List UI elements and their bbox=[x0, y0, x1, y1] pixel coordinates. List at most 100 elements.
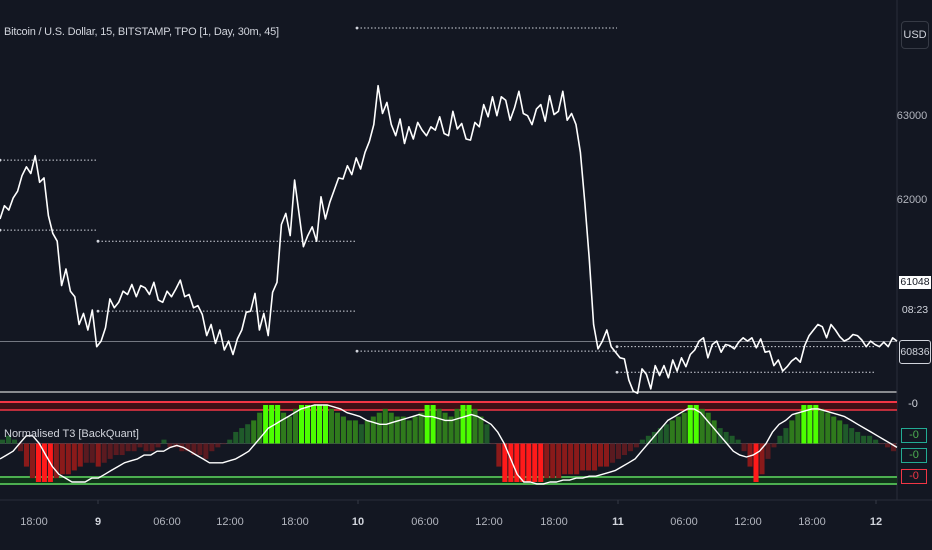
indicator-histogram-bar bbox=[131, 443, 137, 452]
time-tick: 12:00 bbox=[475, 516, 503, 528]
indicator-histogram-bar bbox=[29, 443, 35, 479]
indicator-histogram-bar bbox=[873, 439, 879, 444]
indicator-histogram-bar bbox=[639, 439, 645, 444]
indicator-histogram-bar bbox=[35, 443, 41, 482]
indicator-histogram-bar bbox=[550, 443, 556, 479]
indicator-histogram-bar bbox=[819, 408, 825, 444]
indicator-histogram-bar bbox=[789, 420, 795, 444]
indicator-histogram-bar bbox=[843, 424, 849, 444]
indicator-histogram-bar bbox=[669, 420, 675, 444]
indicator-histogram-bar bbox=[310, 405, 317, 444]
indicator-histogram-bar bbox=[334, 412, 340, 444]
tpo-level-marker bbox=[615, 345, 619, 349]
tpo-level-marker bbox=[615, 370, 619, 374]
symbol-legend: Bitcoin / U.S. Dollar, 15, BITSTAMP, TPO… bbox=[4, 26, 279, 38]
indicator-histogram-bar bbox=[11, 439, 18, 444]
indicator-histogram-bar bbox=[699, 408, 705, 444]
indicator-histogram-bar bbox=[544, 443, 550, 479]
indicator-histogram-bar bbox=[245, 424, 251, 444]
indicator-histogram-bar bbox=[191, 443, 197, 456]
currency-button[interactable]: USD bbox=[901, 21, 929, 49]
indicator-histogram-bar bbox=[472, 408, 478, 444]
indicator-histogram-bar bbox=[460, 405, 466, 444]
indicator-histogram-bar bbox=[101, 443, 107, 463]
indicator-level-label: -0 bbox=[908, 398, 918, 410]
tpo-level-marker bbox=[355, 26, 359, 30]
indicator-histogram-bar bbox=[705, 412, 711, 444]
indicator-histogram-bar bbox=[831, 416, 837, 444]
indicator-histogram-bar bbox=[711, 420, 717, 444]
indicator-histogram-bar bbox=[418, 412, 424, 444]
indicator-histogram-bar bbox=[807, 405, 813, 444]
indicator-histogram-bar bbox=[687, 405, 693, 444]
indicator-histogram-bar bbox=[227, 439, 233, 444]
tpo-level-marker bbox=[96, 239, 100, 243]
indicator-histogram-bar bbox=[119, 443, 125, 456]
indicator-histogram-bar bbox=[316, 405, 323, 444]
indicator-histogram-bar bbox=[53, 443, 59, 479]
indicator-histogram-bar bbox=[735, 439, 741, 444]
indicator-histogram-bar bbox=[5, 435, 12, 444]
price-tick: 63000 bbox=[896, 110, 928, 122]
indicator-histogram-bar bbox=[89, 443, 95, 463]
indicator-histogram-bar bbox=[885, 443, 891, 448]
tpo-level-marker bbox=[0, 228, 2, 232]
indicator-level-label: -0 bbox=[901, 428, 927, 443]
indicator-histogram-bar bbox=[149, 443, 155, 452]
indicator-histogram-bar bbox=[340, 416, 346, 444]
indicator-histogram-bar bbox=[496, 443, 502, 467]
indicator-histogram-bar bbox=[741, 443, 747, 452]
time-tick: 12:00 bbox=[216, 516, 244, 528]
indicator-histogram-bar bbox=[693, 405, 699, 444]
indicator-level-label: -0 bbox=[901, 469, 927, 484]
indicator-histogram-bar bbox=[41, 443, 47, 482]
indicator-histogram-bar bbox=[633, 443, 639, 448]
indicator-histogram-bar bbox=[400, 416, 406, 444]
indicator-histogram-bar bbox=[891, 443, 897, 452]
indicator-histogram-bar bbox=[287, 416, 293, 444]
indicator-histogram-bar bbox=[364, 420, 370, 444]
indicator-histogram-bar bbox=[502, 443, 508, 482]
indicator-histogram-bar bbox=[508, 443, 514, 482]
indicator-histogram-bar bbox=[621, 443, 627, 456]
indicator-histogram-bar bbox=[215, 443, 221, 448]
indicator-t3-line bbox=[0, 404, 898, 485]
indicator-histogram-bar bbox=[430, 405, 436, 444]
indicator-histogram-bar bbox=[603, 443, 610, 467]
indicator-histogram-bar bbox=[376, 412, 382, 444]
indicator-histogram-bar bbox=[855, 431, 861, 444]
indicator-histogram-bar bbox=[436, 408, 442, 444]
indicator-histogram-bar bbox=[281, 412, 287, 444]
time-tick: 18:00 bbox=[540, 516, 568, 528]
indicator-histogram-bar bbox=[825, 412, 831, 444]
indicator-histogram-bar bbox=[538, 443, 544, 482]
indicator-histogram-bar bbox=[849, 428, 855, 444]
tpo-level-marker bbox=[355, 349, 359, 353]
indicator-histogram-bar bbox=[299, 405, 305, 444]
indicator-histogram-bar bbox=[490, 443, 496, 445]
indicator-histogram-bar bbox=[484, 424, 490, 444]
indicator-histogram-bar bbox=[520, 443, 526, 482]
tpo-level-marker bbox=[96, 309, 100, 313]
indicator-histogram-bar bbox=[723, 431, 729, 444]
indicator-histogram-bar bbox=[592, 443, 598, 471]
indicator-histogram-bar bbox=[609, 443, 616, 463]
indicator-histogram-bar bbox=[322, 405, 328, 444]
indicator-histogram-bar bbox=[801, 405, 807, 444]
indicator-histogram-bar bbox=[526, 443, 532, 482]
indicator-histogram-bar bbox=[71, 443, 77, 471]
indicator-histogram-bar bbox=[328, 408, 334, 444]
price-line bbox=[0, 84, 898, 395]
indicator-histogram-bar bbox=[167, 443, 173, 448]
indicator-histogram-bar bbox=[478, 416, 484, 444]
indicator-histogram-bar bbox=[406, 420, 412, 444]
indicator-histogram-bar bbox=[586, 443, 592, 471]
time-tick: 12 bbox=[869, 516, 883, 528]
indicator-histogram-bar bbox=[675, 416, 681, 444]
indicator-histogram-bar bbox=[358, 424, 364, 444]
indicator-histogram-bar bbox=[777, 435, 783, 444]
indicator-histogram-bar bbox=[394, 416, 400, 444]
indicator-histogram-bar bbox=[209, 443, 215, 452]
